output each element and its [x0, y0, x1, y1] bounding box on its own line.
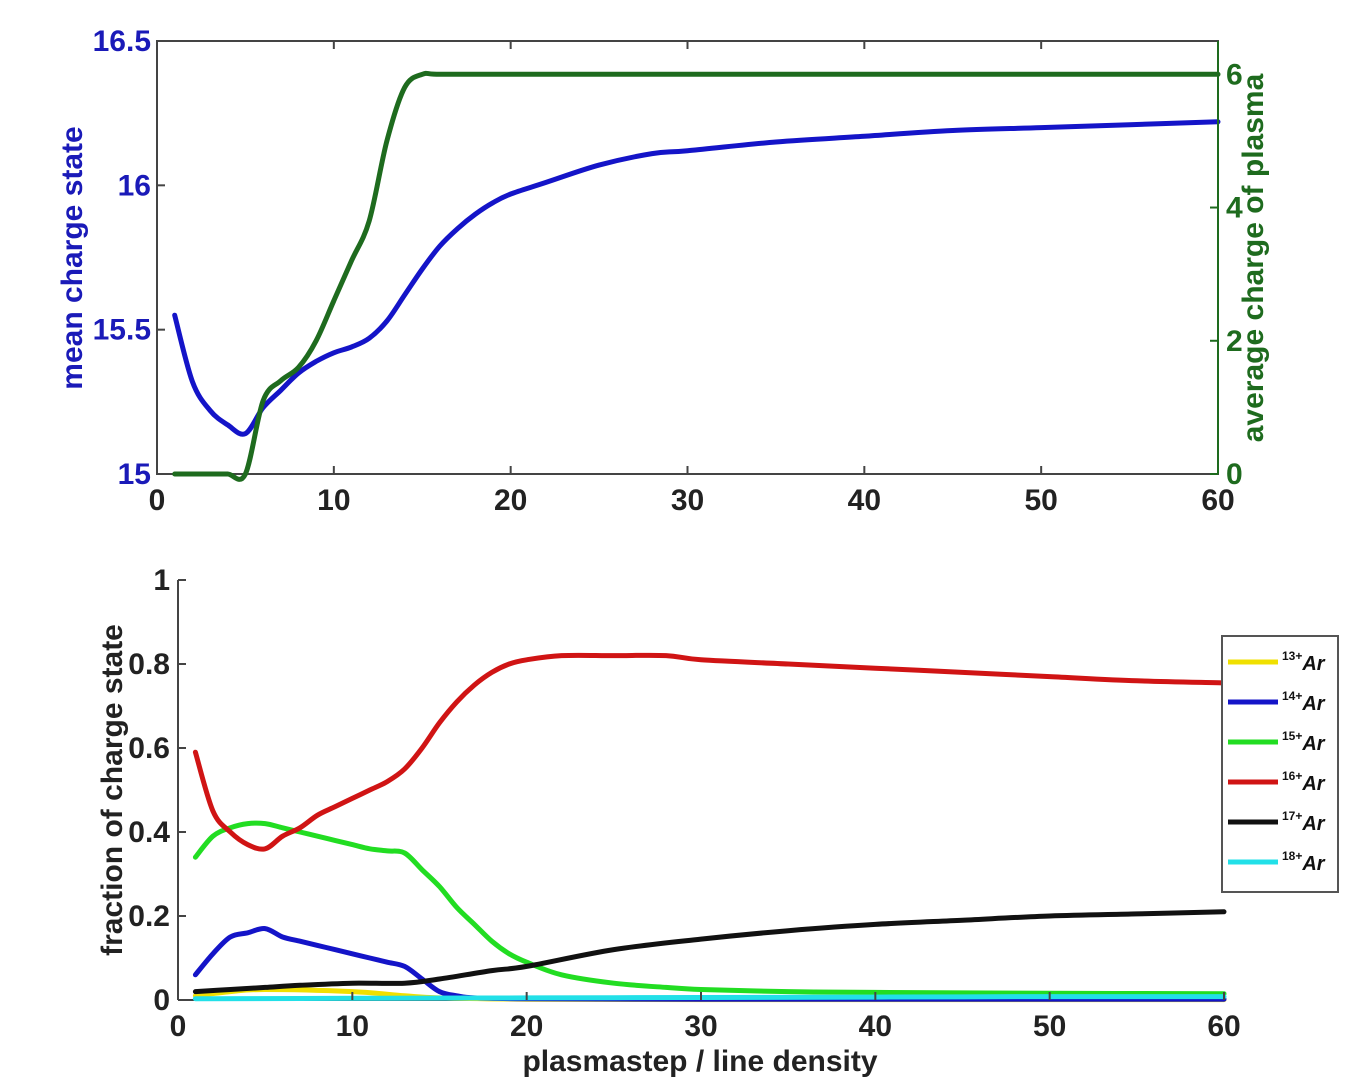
top-x-tick-label: 50 [1024, 484, 1057, 517]
top-left-tick-label: 15.5 [93, 314, 151, 347]
top-tick-group: 0 10 20 30 40 50 60 15 15.5 16 16.5 0 2 4 6 [93, 25, 1243, 517]
legend-label-element: Ar [1301, 653, 1325, 675]
legend-label: 14+Ar [1282, 689, 1326, 715]
top-right-tick-label: 4 [1226, 192, 1243, 225]
bottom-series-line-15plus [192, 820, 1227, 997]
top-series-line-right [172, 70, 1221, 482]
bottom-y-tick-label: 0.2 [128, 900, 170, 933]
top-right-tick-label: 2 [1226, 325, 1243, 358]
bottom-tick-group: 0 10 20 30 40 50 60 0 0.2 0.4 0.6 0.8 1 [128, 564, 1240, 1043]
top-x-tick-label: 20 [494, 484, 527, 517]
bottom-y-tick-label: 0.4 [128, 816, 170, 849]
legend-label-element: Ar [1301, 693, 1325, 715]
top-left-tick-label: 16 [118, 169, 151, 202]
bottom-y-tick-label: 0 [153, 984, 170, 1017]
top-chart: 0 10 20 30 40 50 60 15 15.5 16 16.5 0 2 4 6 mean charg… [56, 25, 1270, 517]
legend-label-element: Ar [1301, 853, 1325, 875]
top-left-tick-label: 16.5 [93, 25, 151, 58]
top-left-axis-label: mean charge state [56, 126, 89, 389]
bottom-chart: 0 10 20 30 40 50 60 0 0.2 0.4 0.6 0.8 1 fraction of … [96, 564, 1339, 1078]
legend-label-superscript: 16+ [1282, 769, 1302, 783]
legend-label-superscript: 15+ [1282, 729, 1302, 743]
top-plot-area [156, 40, 1219, 475]
bottom-x-tick-label: 0 [170, 1010, 187, 1043]
legend-label-superscript: 18+ [1282, 849, 1302, 863]
top-right-tick-label: 0 [1226, 458, 1243, 491]
bottom-x-tick-label: 50 [1033, 1010, 1066, 1043]
legend-label-element: Ar [1301, 813, 1325, 835]
bottom-y-axis-label: fraction of charge state [96, 624, 129, 956]
bottom-y-tick-label: 0.6 [128, 732, 170, 765]
top-x-tick-label: 10 [317, 484, 350, 517]
top-left-tick-label: 15 [118, 458, 151, 491]
legend-label-element: Ar [1301, 773, 1325, 795]
bottom-x-tick-label: 20 [510, 1010, 543, 1043]
bottom-series-group [192, 652, 1227, 1003]
bottom-x-tick-label: 40 [859, 1010, 892, 1043]
legend-box [1221, 635, 1339, 893]
top-x-tick-label: 60 [1201, 484, 1234, 517]
bottom-y-tick-label: 0.8 [128, 648, 170, 681]
top-right-tick-label: 6 [1226, 58, 1243, 91]
legend-label: 16+Ar [1282, 769, 1326, 795]
top-x-tick-label: 0 [149, 484, 166, 517]
bottom-series-line-17plus [192, 909, 1227, 995]
bottom-x-axis-label: plasmastep / line density [522, 1045, 877, 1078]
bottom-series-line-18plus [192, 994, 1227, 1002]
legend-label-superscript: 17+ [1282, 809, 1302, 823]
bottom-series-line-16plus [192, 652, 1227, 852]
top-right-axis-label: average charge of plasma [1237, 73, 1270, 442]
legend-label: 18+Ar [1282, 849, 1326, 875]
legend-label: 17+Ar [1282, 809, 1326, 835]
top-series-group [172, 70, 1221, 482]
legend-label-superscript: 14+ [1282, 689, 1302, 703]
top-x-tick-label: 30 [671, 484, 704, 517]
bottom-x-tick-label: 30 [684, 1010, 717, 1043]
bottom-x-tick-label: 10 [336, 1010, 369, 1043]
legend-label: 13+Ar [1282, 649, 1326, 675]
bottom-y-tick-label: 1 [153, 564, 170, 597]
legend-label: 15+Ar [1282, 729, 1326, 755]
top-x-tick-label: 40 [848, 484, 881, 517]
bottom-x-tick-label: 60 [1207, 1010, 1240, 1043]
legend-label-superscript: 13+ [1282, 649, 1302, 663]
legend-label-element: Ar [1301, 733, 1325, 755]
